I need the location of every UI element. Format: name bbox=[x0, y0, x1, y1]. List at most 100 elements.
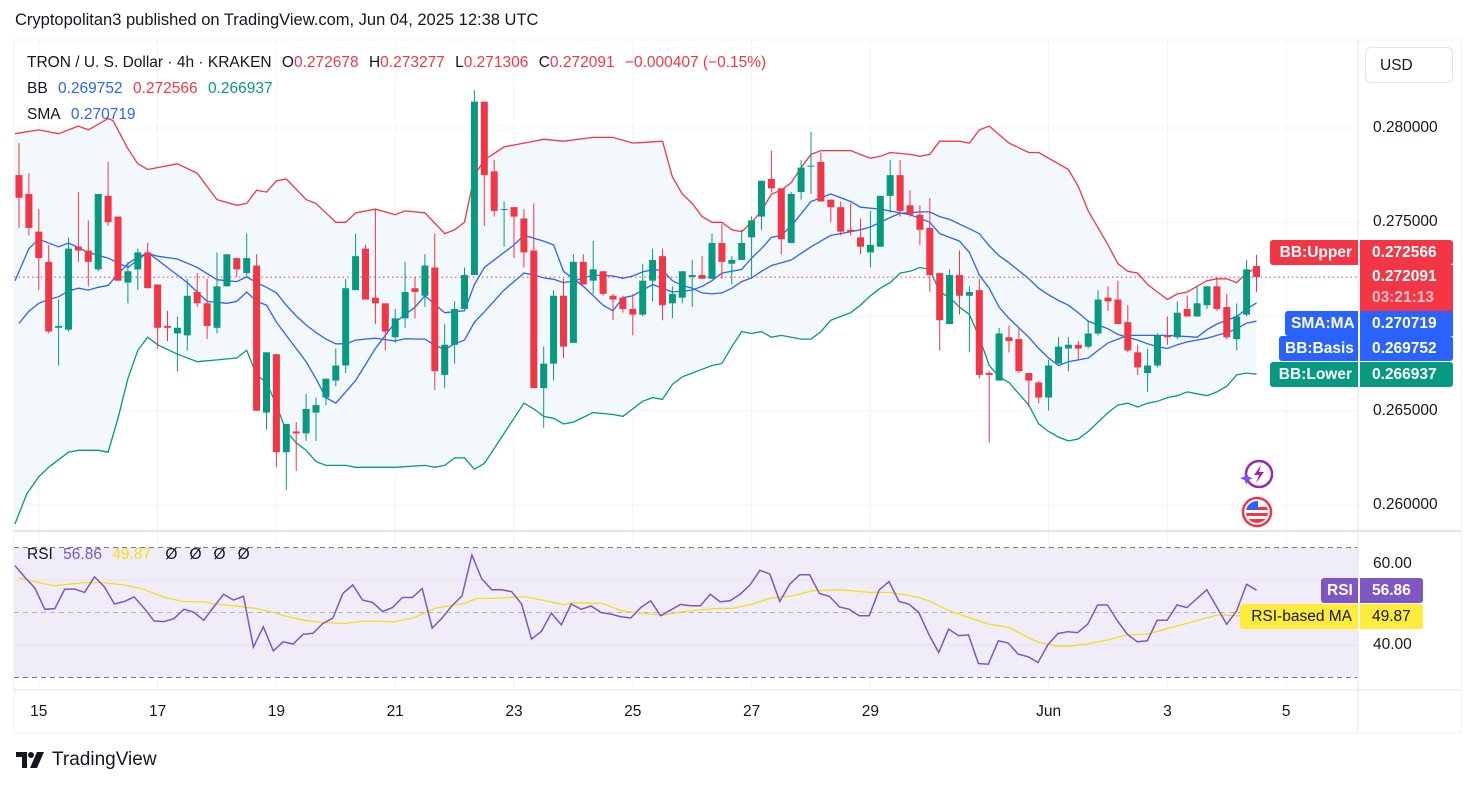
candle[interactable] bbox=[708, 233, 716, 279]
candle[interactable] bbox=[698, 256, 706, 279]
tradingview-branding[interactable]: TradingView bbox=[16, 749, 157, 771]
candle[interactable] bbox=[84, 220, 92, 287]
candle[interactable] bbox=[104, 161, 112, 227]
candle[interactable] bbox=[540, 346, 548, 428]
candle[interactable] bbox=[906, 190, 914, 217]
candle[interactable] bbox=[550, 290, 558, 381]
candle[interactable] bbox=[520, 209, 528, 268]
candle[interactable] bbox=[1114, 280, 1122, 325]
candle[interactable] bbox=[748, 216, 756, 279]
candle[interactable] bbox=[263, 352, 270, 430]
candle[interactable] bbox=[738, 229, 746, 260]
candle[interactable] bbox=[500, 201, 508, 247]
candle[interactable] bbox=[1005, 325, 1013, 353]
candle[interactable] bbox=[629, 293, 637, 336]
candle[interactable] bbox=[411, 276, 419, 319]
candle[interactable] bbox=[916, 205, 924, 245]
candle[interactable] bbox=[490, 160, 498, 217]
candle[interactable] bbox=[787, 192, 795, 243]
candle[interactable] bbox=[946, 269, 954, 325]
candle[interactable] bbox=[193, 273, 201, 308]
candle[interactable] bbox=[1163, 316, 1171, 345]
candle[interactable] bbox=[1025, 373, 1033, 407]
candle[interactable] bbox=[164, 310, 171, 342]
candle[interactable] bbox=[619, 295, 627, 313]
candle[interactable] bbox=[579, 254, 587, 285]
candle[interactable] bbox=[758, 180, 765, 230]
symbol-name[interactable]: TRON / U. S. Dollar · 4h · KRAKEN bbox=[27, 54, 272, 71]
candle[interactable] bbox=[1233, 303, 1241, 351]
candle[interactable] bbox=[451, 301, 459, 364]
candle[interactable] bbox=[421, 254, 429, 308]
candle[interactable] bbox=[144, 242, 152, 289]
candle[interactable] bbox=[688, 259, 696, 308]
candle[interactable] bbox=[668, 286, 676, 319]
candle[interactable] bbox=[718, 224, 726, 279]
candle[interactable] bbox=[342, 278, 350, 374]
candle[interactable] bbox=[1104, 286, 1112, 311]
candle[interactable] bbox=[1223, 293, 1231, 340]
candle[interactable] bbox=[1094, 290, 1102, 336]
candle[interactable] bbox=[886, 160, 894, 213]
candle[interactable] bbox=[223, 254, 231, 287]
candle[interactable] bbox=[94, 193, 102, 272]
candle[interactable] bbox=[431, 233, 439, 391]
candle[interactable] bbox=[1243, 259, 1251, 317]
candle[interactable] bbox=[352, 233, 360, 291]
candle[interactable] bbox=[35, 209, 43, 291]
candle[interactable] bbox=[154, 284, 162, 349]
candle[interactable] bbox=[124, 261, 132, 304]
candle[interactable] bbox=[362, 244, 369, 300]
candle[interactable] bbox=[1193, 286, 1201, 317]
candle[interactable] bbox=[183, 278, 191, 351]
candle[interactable] bbox=[282, 423, 290, 490]
candle[interactable] bbox=[203, 278, 211, 340]
candle[interactable] bbox=[134, 248, 142, 291]
lightning-sparkle-icon[interactable] bbox=[1240, 458, 1274, 490]
candle[interactable] bbox=[45, 244, 53, 334]
candle[interactable] bbox=[1154, 333, 1161, 368]
candle[interactable] bbox=[985, 371, 993, 443]
candle[interactable] bbox=[1124, 305, 1132, 353]
candle[interactable] bbox=[936, 273, 944, 351]
candle[interactable] bbox=[807, 131, 815, 194]
candle[interactable] bbox=[213, 252, 221, 334]
candle[interactable] bbox=[272, 354, 280, 468]
candle[interactable] bbox=[441, 324, 449, 389]
candle[interactable] bbox=[1064, 337, 1072, 372]
candle[interactable] bbox=[956, 250, 963, 315]
candle[interactable] bbox=[173, 316, 181, 372]
candle[interactable] bbox=[1144, 348, 1152, 392]
candle[interactable] bbox=[312, 397, 320, 441]
candle[interactable] bbox=[74, 192, 82, 262]
candle[interactable] bbox=[1055, 337, 1062, 364]
candle[interactable] bbox=[381, 303, 389, 351]
currency-button[interactable]: USD bbox=[1365, 47, 1453, 83]
candle[interactable] bbox=[55, 299, 63, 366]
candle[interactable] bbox=[876, 195, 884, 247]
candle[interactable] bbox=[678, 271, 686, 304]
candle[interactable] bbox=[847, 203, 855, 236]
candle[interactable] bbox=[1015, 327, 1023, 374]
candle[interactable] bbox=[1183, 295, 1191, 317]
candle[interactable] bbox=[569, 254, 577, 343]
candle[interactable] bbox=[599, 271, 607, 296]
us-flag-icon[interactable] bbox=[1240, 495, 1273, 528]
candle[interactable] bbox=[233, 258, 241, 277]
candle[interactable] bbox=[1203, 286, 1211, 309]
candle[interactable] bbox=[1253, 254, 1260, 292]
candle[interactable] bbox=[866, 210, 874, 268]
candle[interactable] bbox=[817, 152, 825, 202]
candle[interactable] bbox=[589, 241, 597, 294]
candle[interactable] bbox=[926, 197, 934, 292]
candle[interactable] bbox=[461, 267, 468, 309]
candle[interactable] bbox=[510, 207, 518, 259]
candle[interactable] bbox=[1213, 276, 1221, 311]
candle[interactable] bbox=[253, 254, 261, 411]
candle[interactable] bbox=[797, 160, 805, 200]
candle[interactable] bbox=[292, 422, 300, 472]
candle[interactable] bbox=[391, 308, 399, 343]
candle[interactable] bbox=[965, 286, 973, 353]
